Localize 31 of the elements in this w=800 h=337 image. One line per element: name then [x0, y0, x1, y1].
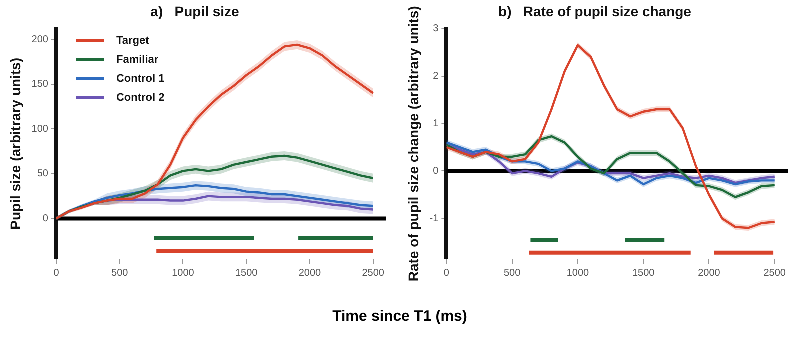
- x-tick-label: 1000: [172, 268, 195, 279]
- x-tick-label: 500: [112, 268, 129, 279]
- x-tick-label: 2000: [298, 268, 322, 279]
- y-tick-label: 3: [433, 24, 440, 35]
- y-tick-label: 100: [32, 124, 49, 135]
- chart-title: a) Pupil size: [150, 3, 240, 20]
- y-axis-title: Rate of pupil size change (arbitrary units): [405, 6, 422, 282]
- legend-label: Target: [116, 34, 150, 47]
- x-tick-label: 2000: [698, 268, 721, 279]
- y-axis-title: Pupil size (arbitrary units): [7, 58, 24, 230]
- y-tick-label: 0: [433, 166, 440, 177]
- y-tick-label: 2: [433, 71, 440, 82]
- y-tick-label: -1: [430, 213, 440, 224]
- x-tick-label: 500: [504, 268, 522, 279]
- x-tick-label: 2500: [362, 268, 385, 279]
- x-tick-label: 1000: [566, 268, 590, 279]
- y-tick-label: 200: [32, 34, 49, 46]
- y-tick-label: 150: [32, 79, 49, 90]
- x-tick-label: 0: [444, 268, 450, 279]
- x-tick-label: 1500: [235, 268, 258, 279]
- legend-label: Familiar: [116, 54, 160, 66]
- y-tick-label: 0: [42, 213, 49, 224]
- x-axis-title: Time since T1 (ms): [332, 308, 468, 325]
- legend-label: Control 1: [116, 72, 165, 85]
- legend-label: Control 2: [116, 92, 165, 104]
- x-tick-label: 0: [54, 268, 60, 279]
- x-tick-label: 1500: [632, 268, 656, 279]
- chart-title: b) Rate of pupil size change: [498, 3, 692, 20]
- y-tick-label: 1: [433, 118, 440, 130]
- y-tick-label: 50: [37, 168, 49, 180]
- x-tick-label: 2500: [764, 268, 786, 279]
